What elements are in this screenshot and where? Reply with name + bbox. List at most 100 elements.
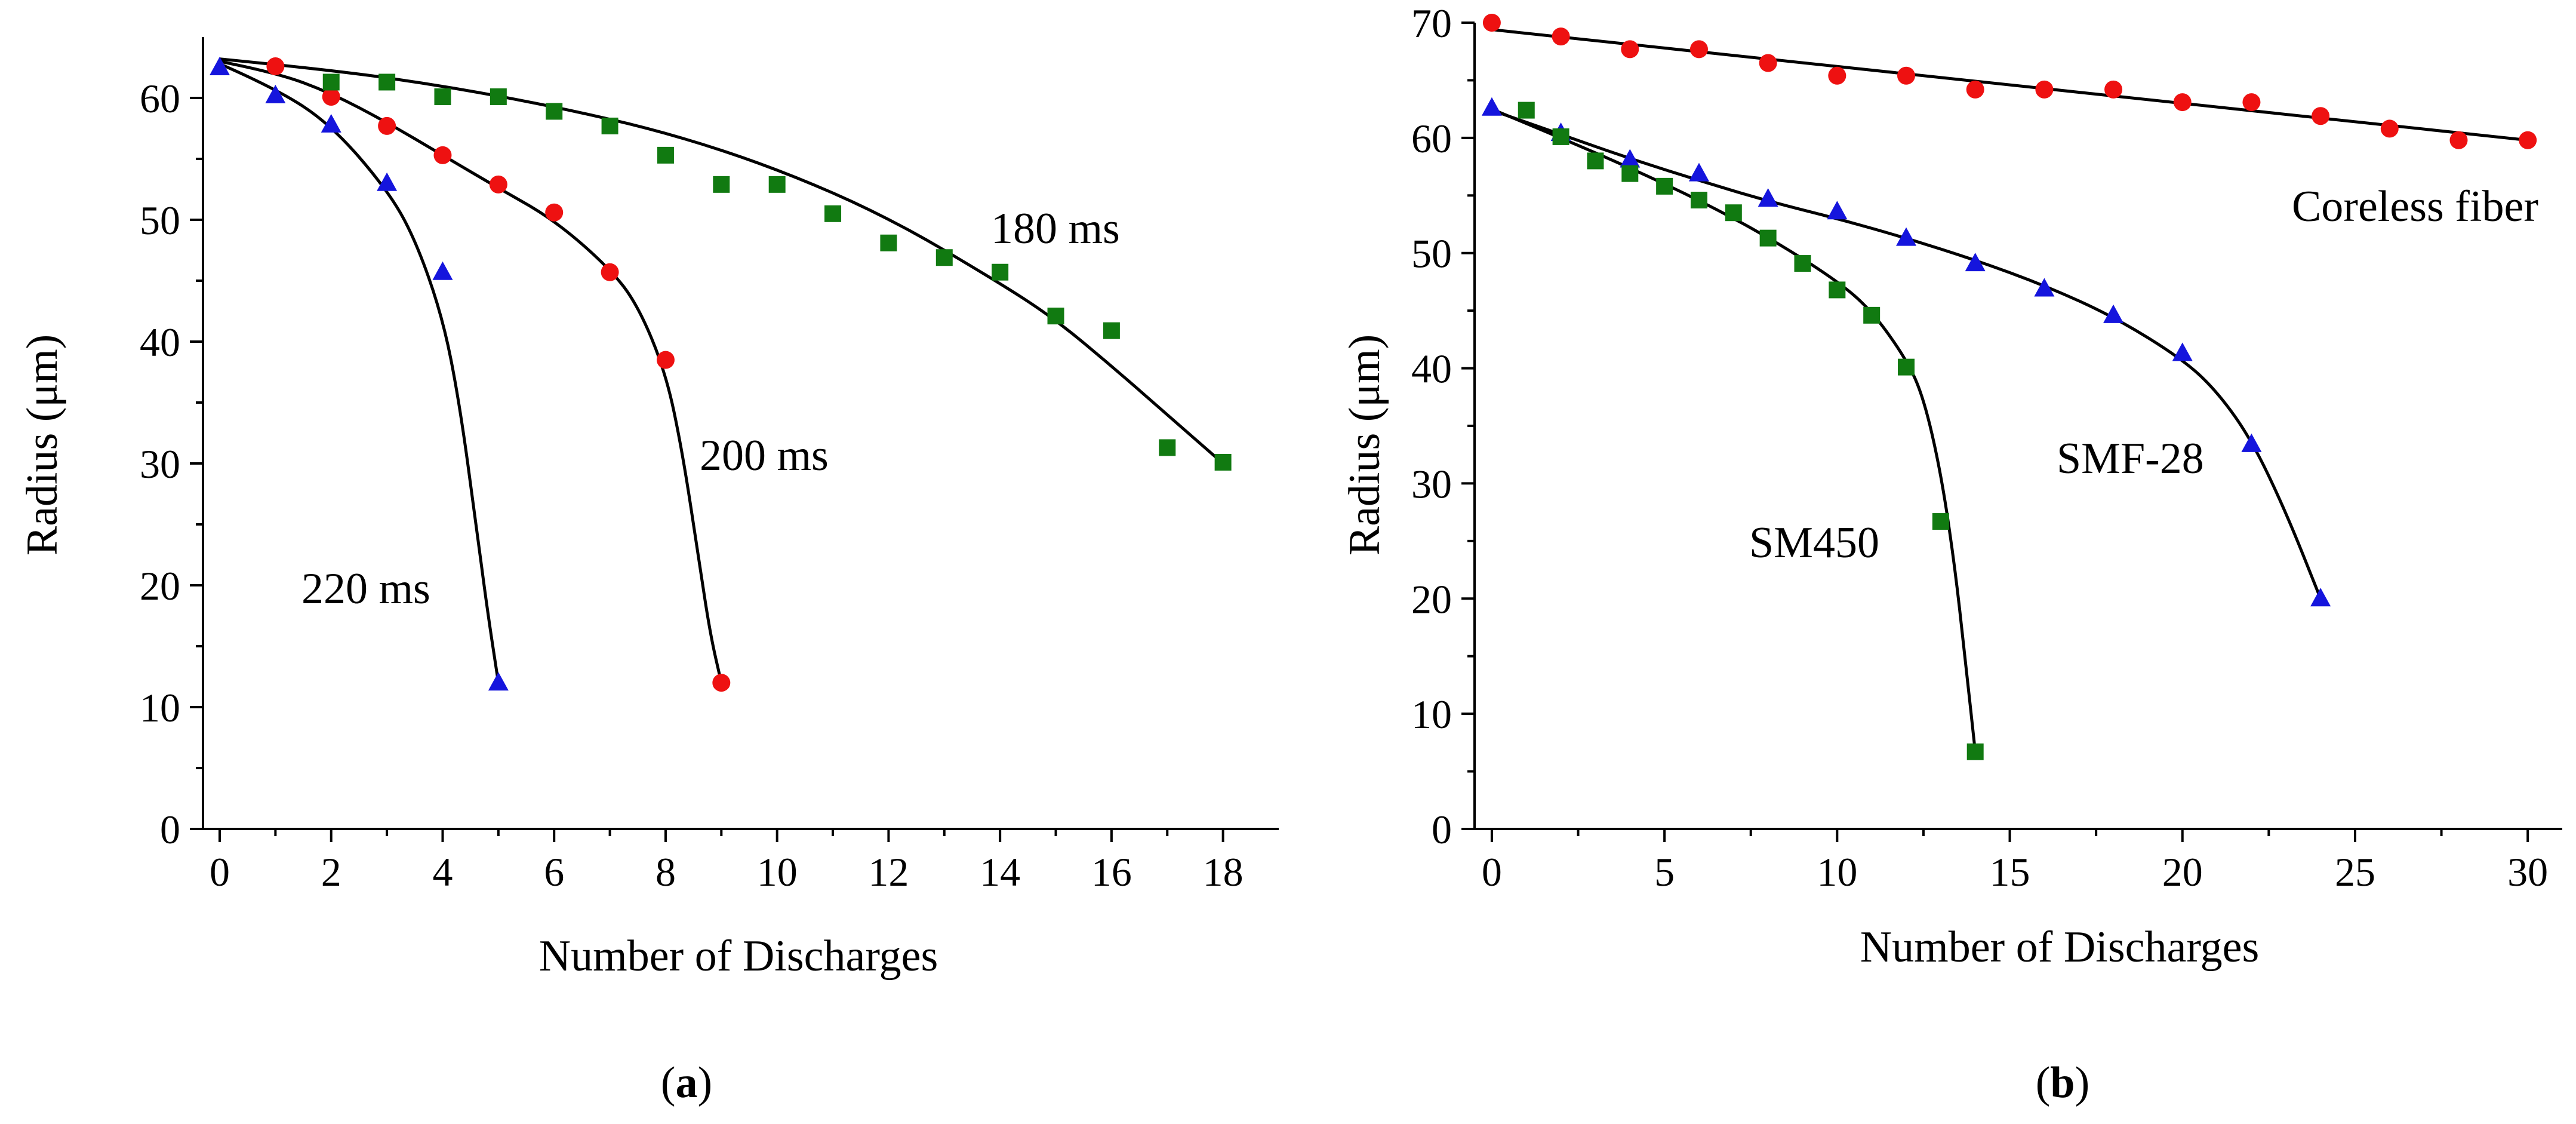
data-point-coreless-fiber — [1897, 66, 1916, 85]
data-point-coreless-fiber — [2104, 80, 2123, 99]
y-tick-label: 20 — [140, 563, 180, 609]
annotation-180ms: 180 ms — [991, 204, 1120, 253]
x-tick-label: 0 — [210, 849, 230, 895]
data-point-180-ms — [378, 73, 396, 91]
panel-letter-b: b — [2050, 1058, 2075, 1107]
data-point-coreless-fiber — [2035, 80, 2054, 99]
data-point-200-ms — [712, 674, 731, 692]
data-point-200-ms — [601, 263, 619, 281]
data-point-180-ms — [657, 146, 674, 164]
data-point-200-ms — [656, 351, 675, 369]
data-point-smf-28 — [2310, 588, 2331, 607]
x-tick-label: 8 — [655, 849, 676, 895]
y-tick-label: 10 — [1411, 692, 1452, 737]
chart-panel-b: 0 5 10 15 20 25 30 0 10 20 30 40 50 60 70 Number of Di… — [1340, 1, 2562, 1107]
data-point-180-ms — [1159, 439, 1176, 456]
annotation-sm450: SM450 — [1749, 518, 1879, 567]
y-tick-label: 30 — [140, 441, 180, 487]
data-point-coreless-fiber — [2380, 119, 2399, 138]
chart-panel-a: 0 2 4 6 8 10 12 14 16 18 0 10 20 30 40 50 60 Number of D… — [18, 37, 1279, 1107]
annotation-coreless-fiber: Coreless fiber — [2292, 182, 2538, 231]
x-tick-label: 0 — [1482, 849, 1502, 895]
data-point-180-ms — [992, 263, 1009, 281]
y-tick-label: 20 — [1411, 576, 1452, 622]
y-tick-label: 60 — [1411, 116, 1452, 161]
data-point-220-ms — [432, 261, 453, 280]
plot-frame-a — [202, 37, 1279, 830]
data-point-220-ms — [488, 672, 509, 691]
x-tick-label: 30 — [2507, 849, 2548, 895]
data-markers-a — [210, 57, 1232, 692]
data-point-smf-28 — [2034, 278, 2055, 297]
data-point-smf-28 — [1688, 162, 1709, 182]
data-point-220-ms — [265, 84, 286, 103]
data-point-180-ms — [935, 249, 953, 266]
data-point-180-ms — [713, 176, 730, 193]
y-tick-label: 0 — [160, 807, 180, 852]
y-tick-label: 40 — [140, 320, 180, 365]
fit-lines-a — [219, 57, 1224, 683]
data-point-smf-28 — [2241, 433, 2262, 452]
data-point-180-ms — [434, 88, 451, 105]
data-point-smf-28 — [2172, 342, 2193, 361]
plot-frame-b — [1473, 23, 2562, 830]
data-point-sm450 — [1552, 128, 1569, 145]
data-point-220-ms — [210, 57, 230, 75]
fit-line-smf-28 — [1491, 109, 2322, 600]
x-tick-label: 15 — [1990, 849, 2030, 895]
data-point-smf-28 — [2103, 304, 2124, 323]
data-point-200-ms — [545, 203, 564, 222]
annotation-smf28: SMF-28 — [2057, 434, 2204, 483]
x-tick-label: 16 — [1091, 849, 1132, 895]
data-point-coreless-fiber — [1966, 80, 1984, 99]
x-tick-label: 5 — [1654, 849, 1675, 895]
y-tick-label: 60 — [140, 76, 180, 121]
data-point-sm450 — [1725, 204, 1742, 222]
data-point-sm450 — [1587, 152, 1604, 170]
x-tick-label: 18 — [1203, 849, 1244, 895]
y-tick-label: 0 — [1432, 807, 1452, 852]
x-tick-label: 10 — [1817, 849, 1857, 895]
data-point-smf-28 — [1481, 97, 1502, 116]
data-point-coreless-fiber — [2312, 107, 2330, 125]
fit-lines-b — [1491, 28, 2528, 753]
data-point-sm450 — [1863, 306, 1881, 324]
data-point-sm450 — [1656, 177, 1673, 195]
x-tick-label: 12 — [868, 849, 909, 895]
data-point-sm450 — [1966, 743, 1984, 760]
y-tick-label: 10 — [140, 685, 180, 730]
data-point-coreless-fiber — [2173, 93, 2192, 112]
data-point-smf-28 — [1965, 253, 1986, 272]
y-tick-label: 50 — [140, 198, 180, 243]
x-axis-title-a: Number of Discharges — [539, 932, 938, 981]
axis-ticks-b: 0 5 10 15 20 25 30 0 10 20 30 40 50 60 70 — [1411, 1, 2548, 895]
data-point-smf-28 — [1896, 227, 1917, 246]
data-point-sm450 — [1518, 102, 1535, 119]
data-point-sm450 — [1690, 192, 1707, 208]
x-tick-label: 14 — [980, 849, 1020, 895]
fit-line-180-ms — [219, 57, 1224, 465]
x-tick-label: 6 — [544, 849, 564, 895]
x-tick-label: 10 — [757, 849, 798, 895]
data-point-180-ms — [824, 205, 842, 222]
x-tick-label: 2 — [321, 849, 341, 895]
data-point-200-ms — [266, 57, 285, 75]
data-markers-b — [1481, 14, 2537, 760]
data-point-220-ms — [377, 172, 398, 191]
data-point-coreless-fiber — [2449, 131, 2468, 149]
data-point-180-ms — [490, 88, 507, 105]
data-point-200-ms — [322, 87, 340, 106]
data-point-180-ms — [880, 234, 897, 251]
data-point-180-ms — [768, 176, 786, 193]
data-point-sm450 — [1932, 513, 1949, 530]
y-tick-label: 30 — [1411, 461, 1452, 506]
panel-letter-a: a — [676, 1058, 698, 1107]
data-point-coreless-fiber — [1689, 40, 1708, 59]
data-point-coreless-fiber — [1552, 27, 1570, 46]
x-tick-label: 4 — [432, 849, 453, 895]
data-point-220-ms — [321, 113, 341, 133]
data-point-sm450 — [1621, 165, 1639, 182]
data-point-smf-28 — [1758, 188, 1778, 207]
data-point-coreless-fiber — [1759, 54, 1777, 72]
